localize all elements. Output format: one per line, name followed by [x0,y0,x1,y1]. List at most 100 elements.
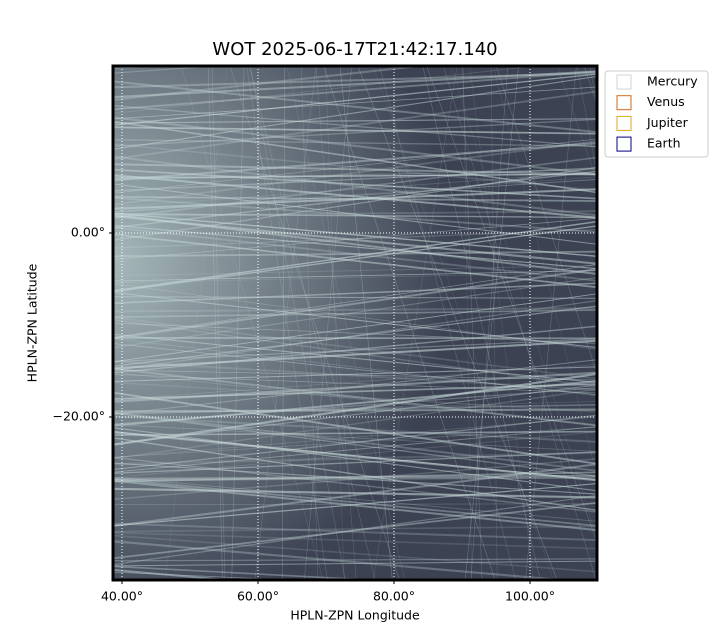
streak [113,558,597,562]
streak [113,120,597,194]
streak [113,214,597,265]
streak [443,66,597,580]
streak [113,336,597,340]
streak [113,213,597,276]
streak [113,90,597,161]
streak [113,264,597,277]
x-tick-label: 80.00° [373,589,415,604]
streak [113,372,597,446]
streak [249,66,376,580]
streak [113,383,597,400]
streak [113,66,429,102]
streak [323,66,496,580]
streak [113,408,597,413]
streak [113,212,597,258]
streak [246,66,328,580]
streak [493,66,597,478]
streak [113,463,597,528]
streak [426,66,597,544]
streak [113,66,224,74]
streak [300,66,319,580]
streak [254,66,317,580]
streak [113,183,597,245]
streak [113,142,597,182]
streak [113,210,597,217]
streak [113,170,597,229]
streak [113,458,597,500]
streak [113,138,597,194]
streak [113,534,597,573]
legend: Mercury Venus Jupiter Earth [616,74,698,152]
streak [379,66,517,580]
streak [113,525,597,533]
streak [113,75,597,150]
streak [249,66,346,580]
x-tick-label: 40.00° [101,589,143,604]
streak [339,66,393,580]
streak [113,416,597,458]
streak [372,66,554,580]
x-tick-label: 60.00° [237,589,279,604]
y-tick-label: −20.00° [52,408,105,423]
streak [113,305,597,368]
chart-title: WOT 2025-06-17T21:42:17.140 [212,39,497,60]
streak [113,283,597,350]
streak [113,300,597,372]
streak [576,66,597,177]
x-axis-label: HPLN-ZPN Longitude [290,608,420,623]
streak [469,66,534,580]
legend-label: Earth [647,136,681,151]
streak [113,318,597,388]
streak [113,80,597,134]
streak [113,388,597,460]
streak [113,268,597,340]
streak [113,168,597,200]
streak [113,196,597,234]
streak [451,66,597,540]
streak [113,338,597,363]
streak [113,430,597,482]
streak [113,309,597,318]
streak [113,359,597,415]
streak [490,66,498,580]
streak [164,66,228,580]
streak [113,322,597,344]
streak [281,66,286,580]
y-axis-label: HPLN-ZPN Latitude [25,263,40,382]
streak [113,270,597,282]
streak [462,66,483,580]
image-glow [113,66,597,580]
streak [113,426,597,458]
streak [113,381,597,413]
streak [231,66,245,580]
streak [113,70,597,111]
streak [113,401,597,415]
streak [464,66,519,580]
streak [113,476,597,522]
streak [113,139,597,206]
streak [113,263,597,338]
streak [113,479,597,532]
streak [113,427,597,492]
legend-swatch [616,136,632,152]
streak [229,66,400,580]
streak [113,217,597,260]
streak [357,66,558,580]
streak [113,412,597,478]
streak [525,66,577,580]
streak [113,139,597,147]
legend-label: Mercury [647,74,698,89]
streak [372,66,458,580]
streak [113,316,597,380]
streak [113,171,597,208]
streak [286,66,405,580]
streak [113,494,597,566]
streak [113,325,597,374]
streak [113,86,597,120]
streak [495,66,597,375]
streak [470,66,508,580]
streak [113,414,597,471]
streak [113,571,298,580]
streak [113,296,597,299]
streak [462,66,472,580]
